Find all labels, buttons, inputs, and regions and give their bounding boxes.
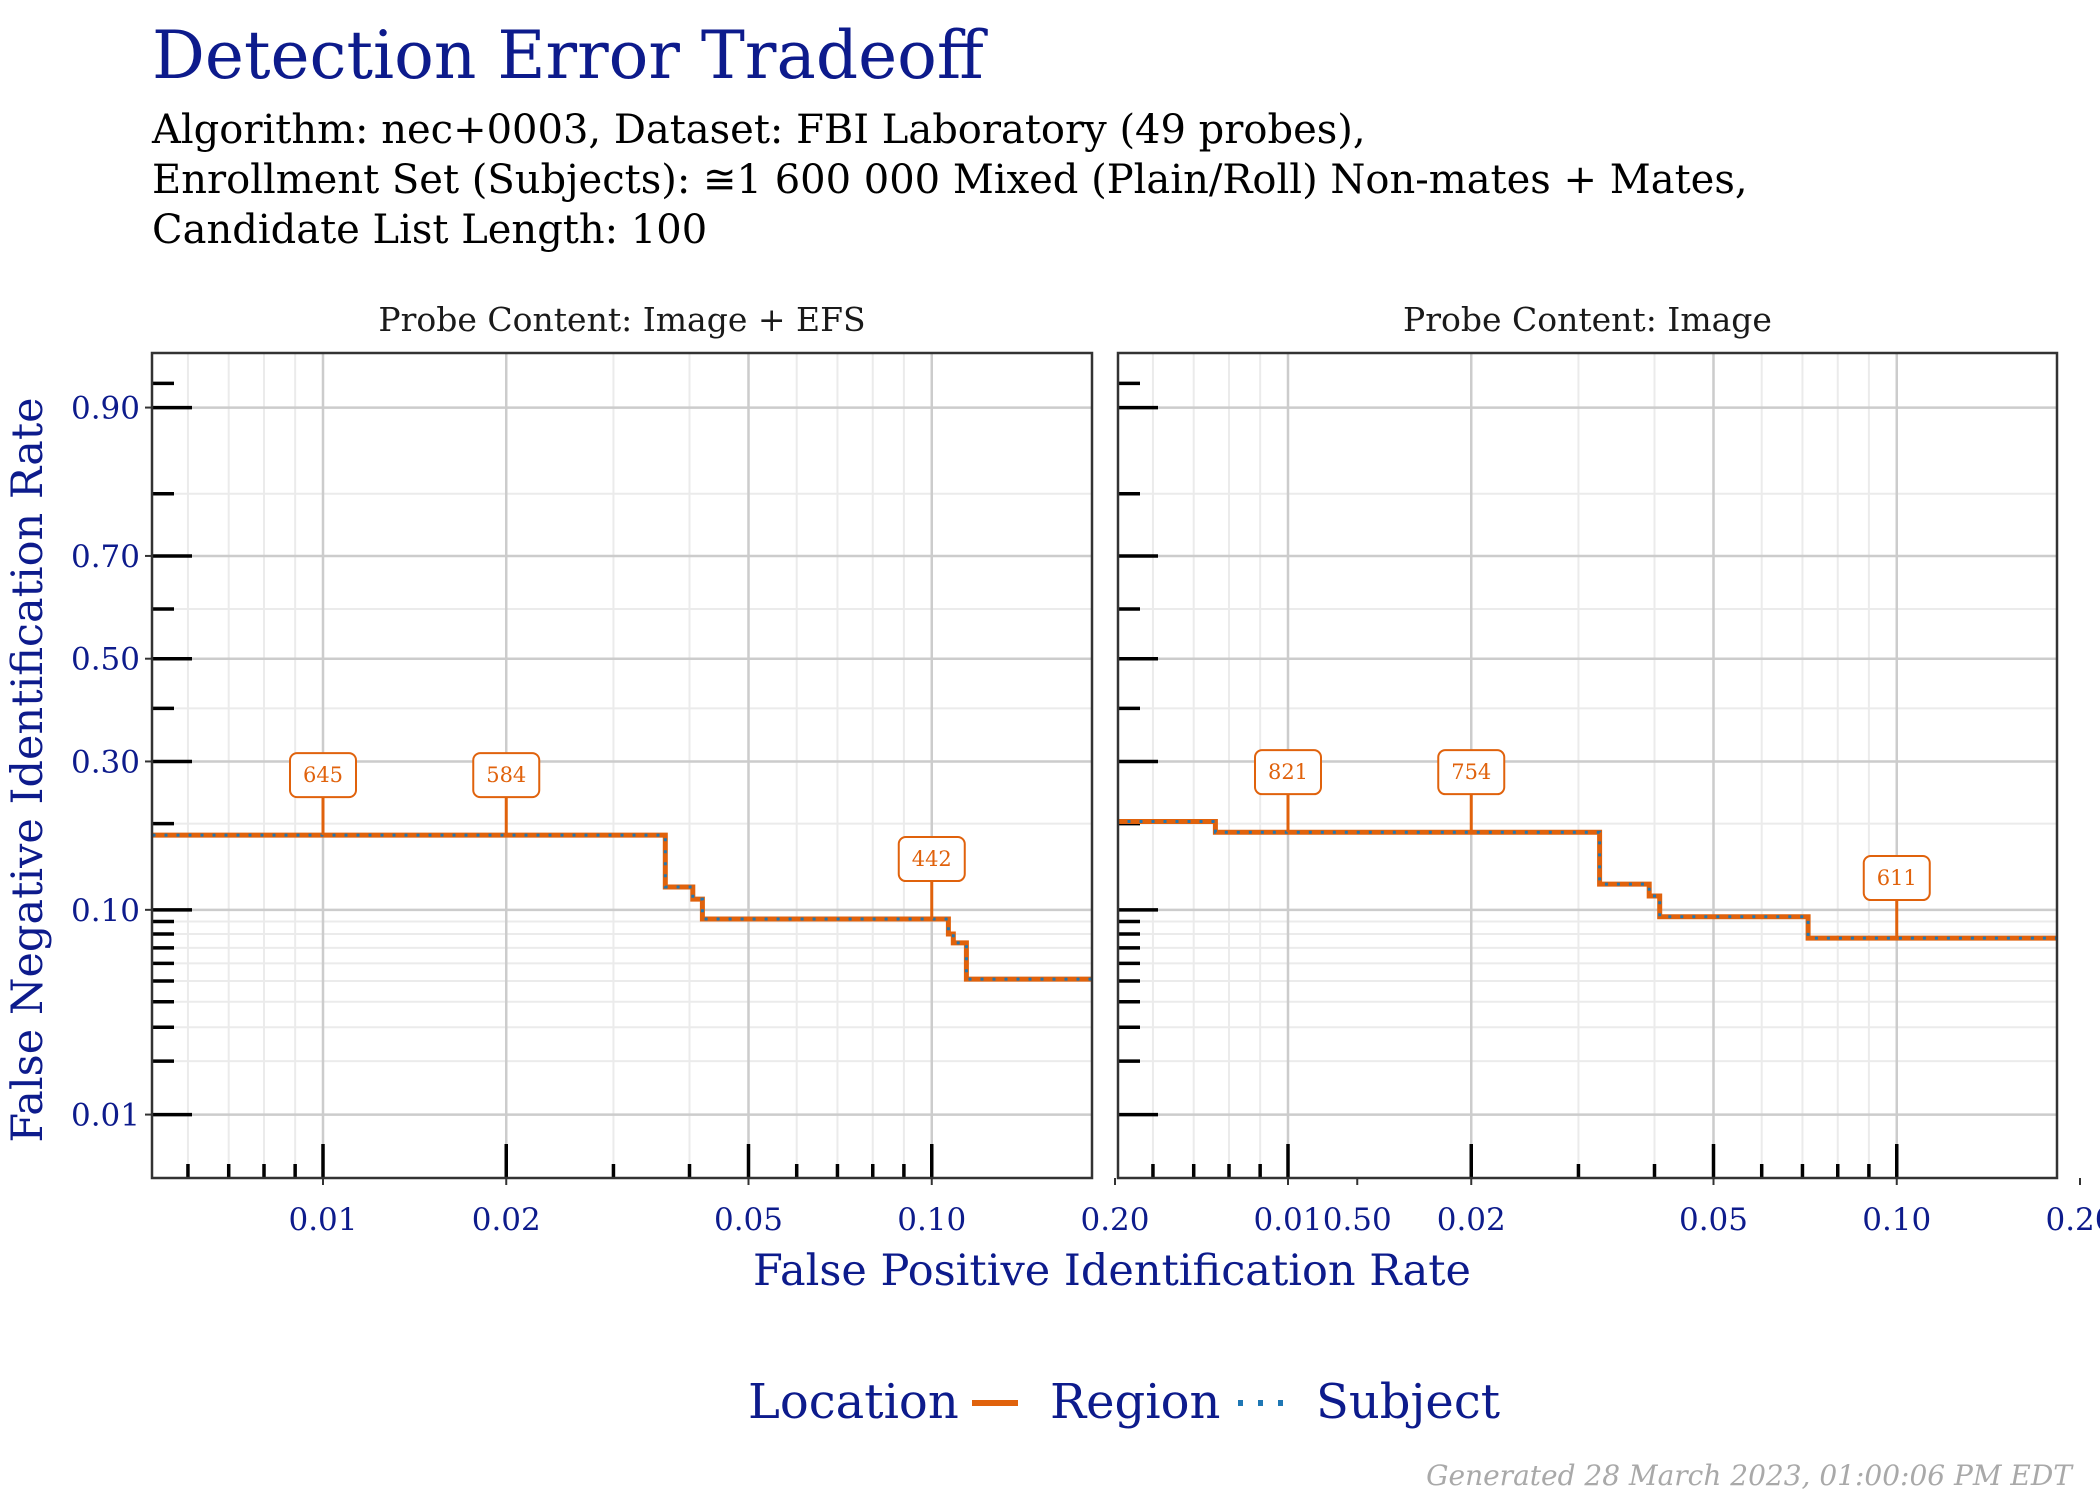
panel-border — [1116, 351, 2059, 1180]
y-tick-label: 0.01 — [71, 1098, 140, 1134]
subtitle-line-3: Candidate List Length: 100 — [152, 207, 707, 253]
y-axis-title: False Negative Identification Rate — [3, 397, 53, 1142]
series-region-line — [152, 832, 1092, 982]
annotation-label: 821 — [1268, 760, 1308, 784]
annotation-box — [1437, 749, 1506, 796]
panel-strip-label: Probe Content: Image + EFS — [378, 300, 865, 339]
x-tick-label: 0.02 — [1437, 1202, 1506, 1238]
series-subject-line — [1118, 820, 2057, 940]
x-tick-label: 0.02 — [472, 1202, 541, 1238]
series-region-line — [1118, 819, 2057, 941]
rank-annotation: 645 — [289, 752, 357, 836]
annotation-box — [897, 836, 966, 883]
x-tick-label: 0.01 — [288, 1202, 357, 1238]
y-rug-ticks — [1118, 381, 1158, 1117]
rank-annotation: 584 — [472, 752, 541, 836]
subtitle-line-2: Enrollment Set (Subjects): ≅1 600 000 Mi… — [152, 157, 1748, 203]
panel-strip-label: Probe Content: Image — [1403, 300, 1772, 339]
rank-annotation: 754 — [1437, 749, 1506, 833]
y-tick-label: 0.70 — [71, 539, 140, 575]
x-tick-label: 0.20 — [1080, 1202, 1149, 1238]
x-rug-ticks — [1151, 1144, 1899, 1178]
annotation-box — [472, 752, 541, 799]
annotation-label: 584 — [486, 763, 526, 787]
x-tick-label: 0.10 — [897, 1202, 966, 1238]
x-tick-label: 0.10 — [1862, 1202, 1931, 1238]
legend-title: Location — [748, 1374, 959, 1430]
y-tick-label: 0.50 — [71, 642, 140, 678]
y-tick-label: 0.10 — [71, 893, 140, 929]
y-tick-label: 0.90 — [71, 391, 140, 427]
x-rug-ticks — [186, 1144, 934, 1178]
annotation-label: 611 — [1877, 866, 1917, 890]
y-tick-label: 0.30 — [71, 744, 140, 780]
legend-subject-label: Subject — [1316, 1374, 1500, 1430]
subtitle-line-1: Algorithm: nec+0003, Dataset: FBI Labora… — [151, 107, 1366, 153]
rank-annotation: 611 — [1862, 855, 1931, 939]
rank-annotation: 442 — [897, 836, 966, 920]
annotation-box — [289, 752, 357, 799]
legend: Location Region Subject — [748, 1374, 1500, 1430]
annotation-box — [1862, 855, 1931, 902]
grid — [1118, 353, 2057, 1178]
rank-annotation: 821 — [1254, 749, 1322, 833]
annotation-box — [1254, 749, 1322, 796]
generated-footer: Generated 28 March 2023, 01:00:06 PM EDT — [1426, 1459, 2074, 1492]
x-tick-label: 0.01 — [1253, 1202, 1322, 1238]
annotation-label: 754 — [1451, 760, 1491, 784]
x-tick-label: 0.20 — [2045, 1202, 2100, 1238]
x-tick-label: 0.05 — [1679, 1202, 1748, 1238]
chart-title: Detection Error Tradeoff — [152, 17, 988, 94]
x-tick-label: 0.50 — [1323, 1202, 1392, 1238]
panel-border — [150, 351, 1094, 1180]
x-axis-title: False Positive Identification Rate — [753, 1246, 1471, 1296]
annotation-label: 645 — [303, 763, 343, 787]
annotation-label: 442 — [912, 847, 952, 871]
x-tick-label: 0.05 — [714, 1202, 783, 1238]
legend-region-label: Region — [1050, 1374, 1220, 1430]
series-subject-line — [152, 833, 1092, 981]
panel-image: Probe Content: Image 821 754 611 0.01 0.02 0.0… — [1116, 300, 2100, 1238]
y-rug-ticks — [152, 381, 192, 1117]
